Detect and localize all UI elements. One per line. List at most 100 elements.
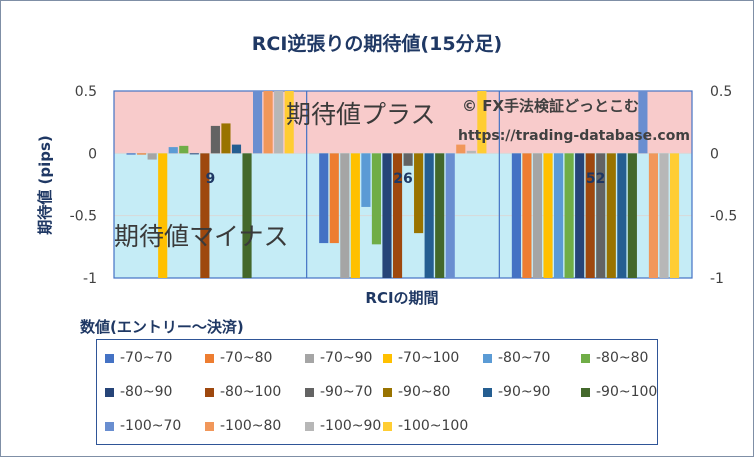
y-tick-label-right: 0.5 [710, 84, 732, 100]
bar [274, 91, 284, 154]
bar [456, 144, 466, 154]
legend-swatch [581, 353, 590, 363]
chart-title: RCI逆張りの期待値(15分足) [252, 32, 502, 55]
bar [648, 153, 659, 278]
bar [319, 153, 329, 244]
minus-band-label: 期待値マイナス [114, 222, 289, 251]
bar [532, 153, 543, 278]
bar [392, 153, 403, 278]
legend-item: -70~70 [105, 350, 172, 366]
bar [361, 153, 371, 207]
legend-item: -70~80 [205, 350, 272, 366]
legend-item: -80~80 [581, 350, 648, 366]
bar [340, 153, 350, 278]
bar [158, 153, 168, 278]
y-tick-label: 0.5 [75, 84, 97, 100]
y-tick-label-right: -0.5 [710, 209, 737, 225]
bar [596, 153, 606, 278]
watermark-line2: https://trading-database.com [458, 128, 690, 144]
bar [242, 153, 252, 278]
legend-swatch [205, 353, 214, 363]
bar [221, 123, 231, 154]
bar [382, 153, 392, 278]
bar [371, 153, 382, 245]
bar [669, 153, 680, 278]
legend-item: -80~90 [105, 384, 172, 400]
bar [284, 91, 294, 154]
plot-border [113, 90, 693, 279]
bar [477, 91, 487, 154]
legend-swatch [105, 353, 114, 363]
plus-band-label: 期待値プラス [286, 100, 436, 129]
bar [638, 91, 648, 154]
legend-item: -80~100 [205, 384, 281, 400]
bar [168, 147, 178, 154]
legend-label: -90~70 [320, 384, 373, 400]
bar [554, 153, 564, 278]
y-tick-label-right: -1 [710, 271, 724, 287]
bar [564, 153, 574, 278]
bar [511, 153, 521, 278]
legend-swatch [383, 421, 392, 431]
category-label: 26 [393, 171, 412, 187]
legend-label: -100~80 [220, 418, 282, 434]
y-tick-label: -1 [83, 271, 97, 287]
bar [606, 153, 616, 278]
legend-label: -100~70 [120, 418, 182, 434]
legend-label: -100~100 [398, 418, 469, 434]
legend-item: -90~70 [305, 384, 372, 400]
category-label: 9 [205, 171, 215, 187]
bar [210, 125, 220, 154]
bar [627, 153, 637, 278]
bar [617, 153, 627, 278]
bar [263, 91, 273, 154]
bar [522, 153, 532, 278]
legend-label: -80~90 [120, 384, 173, 400]
legend-label: -80~70 [498, 350, 551, 366]
legend-swatch [305, 387, 314, 397]
legend-item: -90~100 [581, 384, 657, 400]
legend-item: -90~90 [483, 384, 550, 400]
legend-label: -70~70 [120, 350, 173, 366]
bar [575, 153, 585, 278]
bar [231, 144, 242, 154]
y-tick-label: 0 [88, 146, 97, 162]
legend-item: -100~100 [383, 418, 468, 434]
bar [253, 91, 263, 154]
legend: -70~70 -70~80 -70~90 -70~100 -80~70 -80~80 -80… [96, 339, 658, 445]
bar [126, 153, 136, 155]
bar [435, 153, 445, 278]
bar [329, 153, 339, 244]
legend-swatch [383, 353, 392, 363]
legend-swatch [581, 387, 590, 397]
legend-label: -80~100 [220, 384, 282, 400]
bar [543, 153, 553, 278]
legend-swatch [483, 353, 492, 363]
legend-item: -100~80 [205, 418, 281, 434]
legend-item: -100~90 [305, 418, 381, 434]
plus-band [114, 91, 692, 154]
legend-label: -90~100 [596, 384, 658, 400]
legend-swatch [383, 387, 392, 397]
bar [189, 153, 199, 155]
legend-swatch [205, 421, 214, 431]
legend-label: -90~80 [398, 384, 451, 400]
bar [466, 150, 476, 154]
watermark-line1: © FX手法検証どっとこむ [462, 97, 639, 115]
bar [424, 153, 434, 278]
legend-label: -70~80 [220, 350, 273, 366]
bar [137, 153, 147, 155]
y-tick-label: -0.5 [70, 209, 97, 225]
bar [403, 153, 413, 166]
legend-swatch [105, 387, 114, 397]
legend-label: -90~90 [498, 384, 551, 400]
legend-label: -70~100 [398, 350, 460, 366]
bar [585, 153, 595, 278]
legend-item: -70~100 [383, 350, 459, 366]
legend-label: -80~80 [596, 350, 649, 366]
bar [414, 153, 424, 234]
bar [445, 153, 455, 278]
bar [350, 153, 360, 278]
legend-swatch [483, 387, 492, 397]
